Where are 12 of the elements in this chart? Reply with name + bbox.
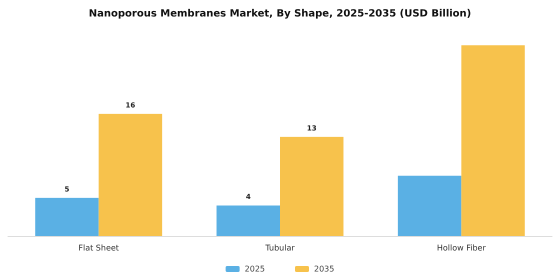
bar [98, 114, 162, 236]
legend-label: 2035 [314, 264, 334, 274]
bar [398, 176, 462, 236]
legend-label: 2025 [244, 264, 265, 274]
x-tick-label: Tubular [264, 244, 296, 252]
bar [216, 205, 280, 236]
chart-title: Nanoporous Membranes Market, By Shape, 2025-2035 (USD Billion) [88, 8, 472, 20]
bar [35, 198, 99, 236]
x-tick-label: Hollow Fiber [436, 244, 486, 252]
bar [461, 45, 525, 236]
bar [280, 136, 344, 236]
x-tick-label: Flat Sheet [78, 244, 119, 252]
